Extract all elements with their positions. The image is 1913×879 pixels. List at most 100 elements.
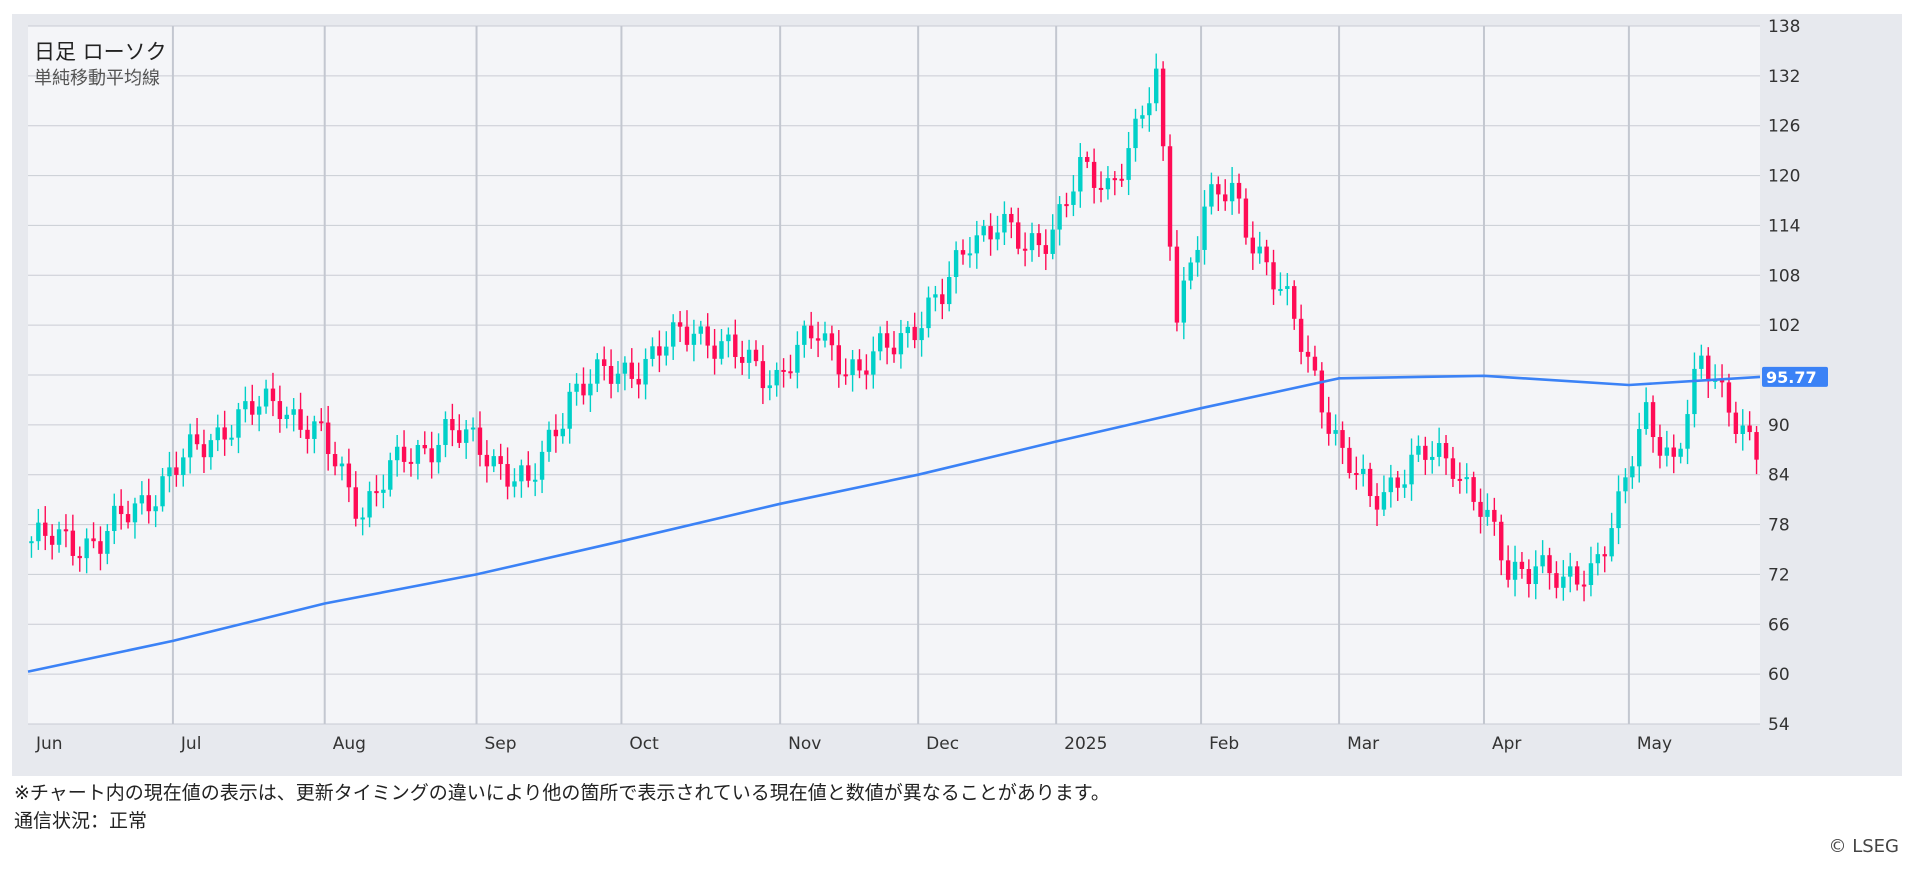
candle-body: [270, 388, 276, 402]
candle-body: [815, 338, 821, 341]
candle-body: [1188, 262, 1193, 281]
y-tick-label: 132: [1768, 67, 1800, 87]
candle-body: [919, 328, 924, 341]
candle-body: [1547, 555, 1552, 574]
candle-body: [1499, 521, 1504, 561]
candle-body: [532, 479, 538, 482]
candle-body: [1388, 477, 1394, 493]
candle-body: [1078, 157, 1083, 192]
y-tick-label: 60: [1768, 665, 1790, 685]
candle-body: [112, 505, 117, 532]
chart-panel: 54 60 66 72 78 84 90 102 108 114 120 126 132 138 Jun Ju…: [12, 14, 1902, 776]
candle-body: [1223, 194, 1228, 202]
candle-body: [181, 457, 186, 475]
candle-body: [1492, 509, 1497, 522]
candle-body: [1568, 566, 1573, 577]
candle-body: [1650, 402, 1656, 438]
candle-body: [1022, 248, 1028, 251]
candle-body: [1292, 286, 1297, 319]
candle-body: [1333, 430, 1338, 434]
candle-body: [298, 409, 303, 430]
candle-body: [215, 427, 220, 441]
candle-body: [546, 429, 552, 452]
candle-body: [802, 325, 807, 345]
candle-body: [1692, 368, 1697, 415]
candle-body: [753, 349, 759, 362]
candle-body: [1319, 370, 1325, 413]
candle-body: [1285, 286, 1290, 289]
candle-body: [498, 456, 503, 465]
candle-body: [77, 555, 82, 559]
candle-body: [1436, 443, 1442, 457]
candle-body: [864, 370, 869, 375]
candle-body: [436, 444, 441, 463]
y-tick-label: 66: [1768, 615, 1790, 635]
candle-body: [588, 383, 593, 396]
candle-body: [746, 349, 752, 363]
candle-body: [1036, 233, 1042, 246]
y-tick-label: 78: [1768, 516, 1790, 536]
y-tick-label: 126: [1768, 117, 1800, 137]
candle-body: [1029, 233, 1035, 251]
candle-body: [1574, 566, 1580, 585]
candle-body: [1154, 68, 1159, 104]
candle-body: [388, 460, 393, 490]
candle-body: [1747, 425, 1752, 433]
candle-body: [1754, 432, 1759, 460]
candle-body: [774, 369, 779, 386]
candle-body: [1167, 146, 1173, 247]
candle-body: [1381, 492, 1387, 510]
candle-body: [1581, 584, 1587, 587]
candle-body: [360, 517, 365, 520]
candle-body: [325, 422, 331, 455]
candle-body: [981, 226, 986, 236]
candle-body: [443, 419, 448, 445]
candle-body: [940, 294, 945, 305]
candle-body: [284, 414, 289, 420]
candle-body: [719, 341, 724, 359]
candle-body: [1140, 115, 1145, 119]
candle-body: [450, 419, 455, 431]
candle-body: [1278, 288, 1283, 291]
candle-body: [346, 463, 352, 488]
candle-body: [1630, 466, 1635, 478]
last-value-box: [1762, 366, 1828, 387]
candle-body: [657, 346, 662, 356]
candle-body: [953, 250, 959, 278]
candle-body: [1533, 566, 1538, 585]
candle-body: [1098, 187, 1104, 190]
candle-body: [43, 522, 48, 536]
candle-body: [1147, 103, 1152, 116]
candle-body: [1009, 213, 1014, 223]
candle-body: [132, 503, 138, 523]
candle-body: [615, 373, 621, 384]
y-tick-label: 54: [1768, 715, 1790, 735]
candle-body: [332, 454, 338, 467]
candle-body: [1588, 563, 1594, 586]
candle-body: [1174, 246, 1180, 323]
candle-body: [767, 385, 772, 389]
candle-body: [822, 333, 828, 341]
candle-body: [560, 428, 565, 437]
candle-body: [63, 529, 69, 532]
candle-body: [677, 322, 683, 327]
candle-body: [1471, 477, 1476, 502]
candle-body: [1071, 191, 1076, 205]
candle-body: [415, 444, 421, 464]
candle-body: [1243, 198, 1249, 238]
candle-body: [1740, 425, 1745, 435]
candle-body: [698, 326, 703, 334]
candle-body: [91, 538, 96, 542]
candle-body: [960, 250, 966, 255]
candle-body: [56, 529, 62, 545]
x-tick-label: Jun: [35, 734, 63, 754]
candle-body: [505, 464, 510, 487]
candle-body: [98, 541, 103, 554]
y-tick-label: 120: [1768, 167, 1800, 187]
candle-body: [650, 346, 655, 359]
candle-body: [422, 444, 427, 449]
candle-body: [512, 481, 517, 487]
candle-body: [174, 467, 179, 475]
candle-body: [125, 514, 131, 523]
candle-body: [118, 505, 124, 515]
